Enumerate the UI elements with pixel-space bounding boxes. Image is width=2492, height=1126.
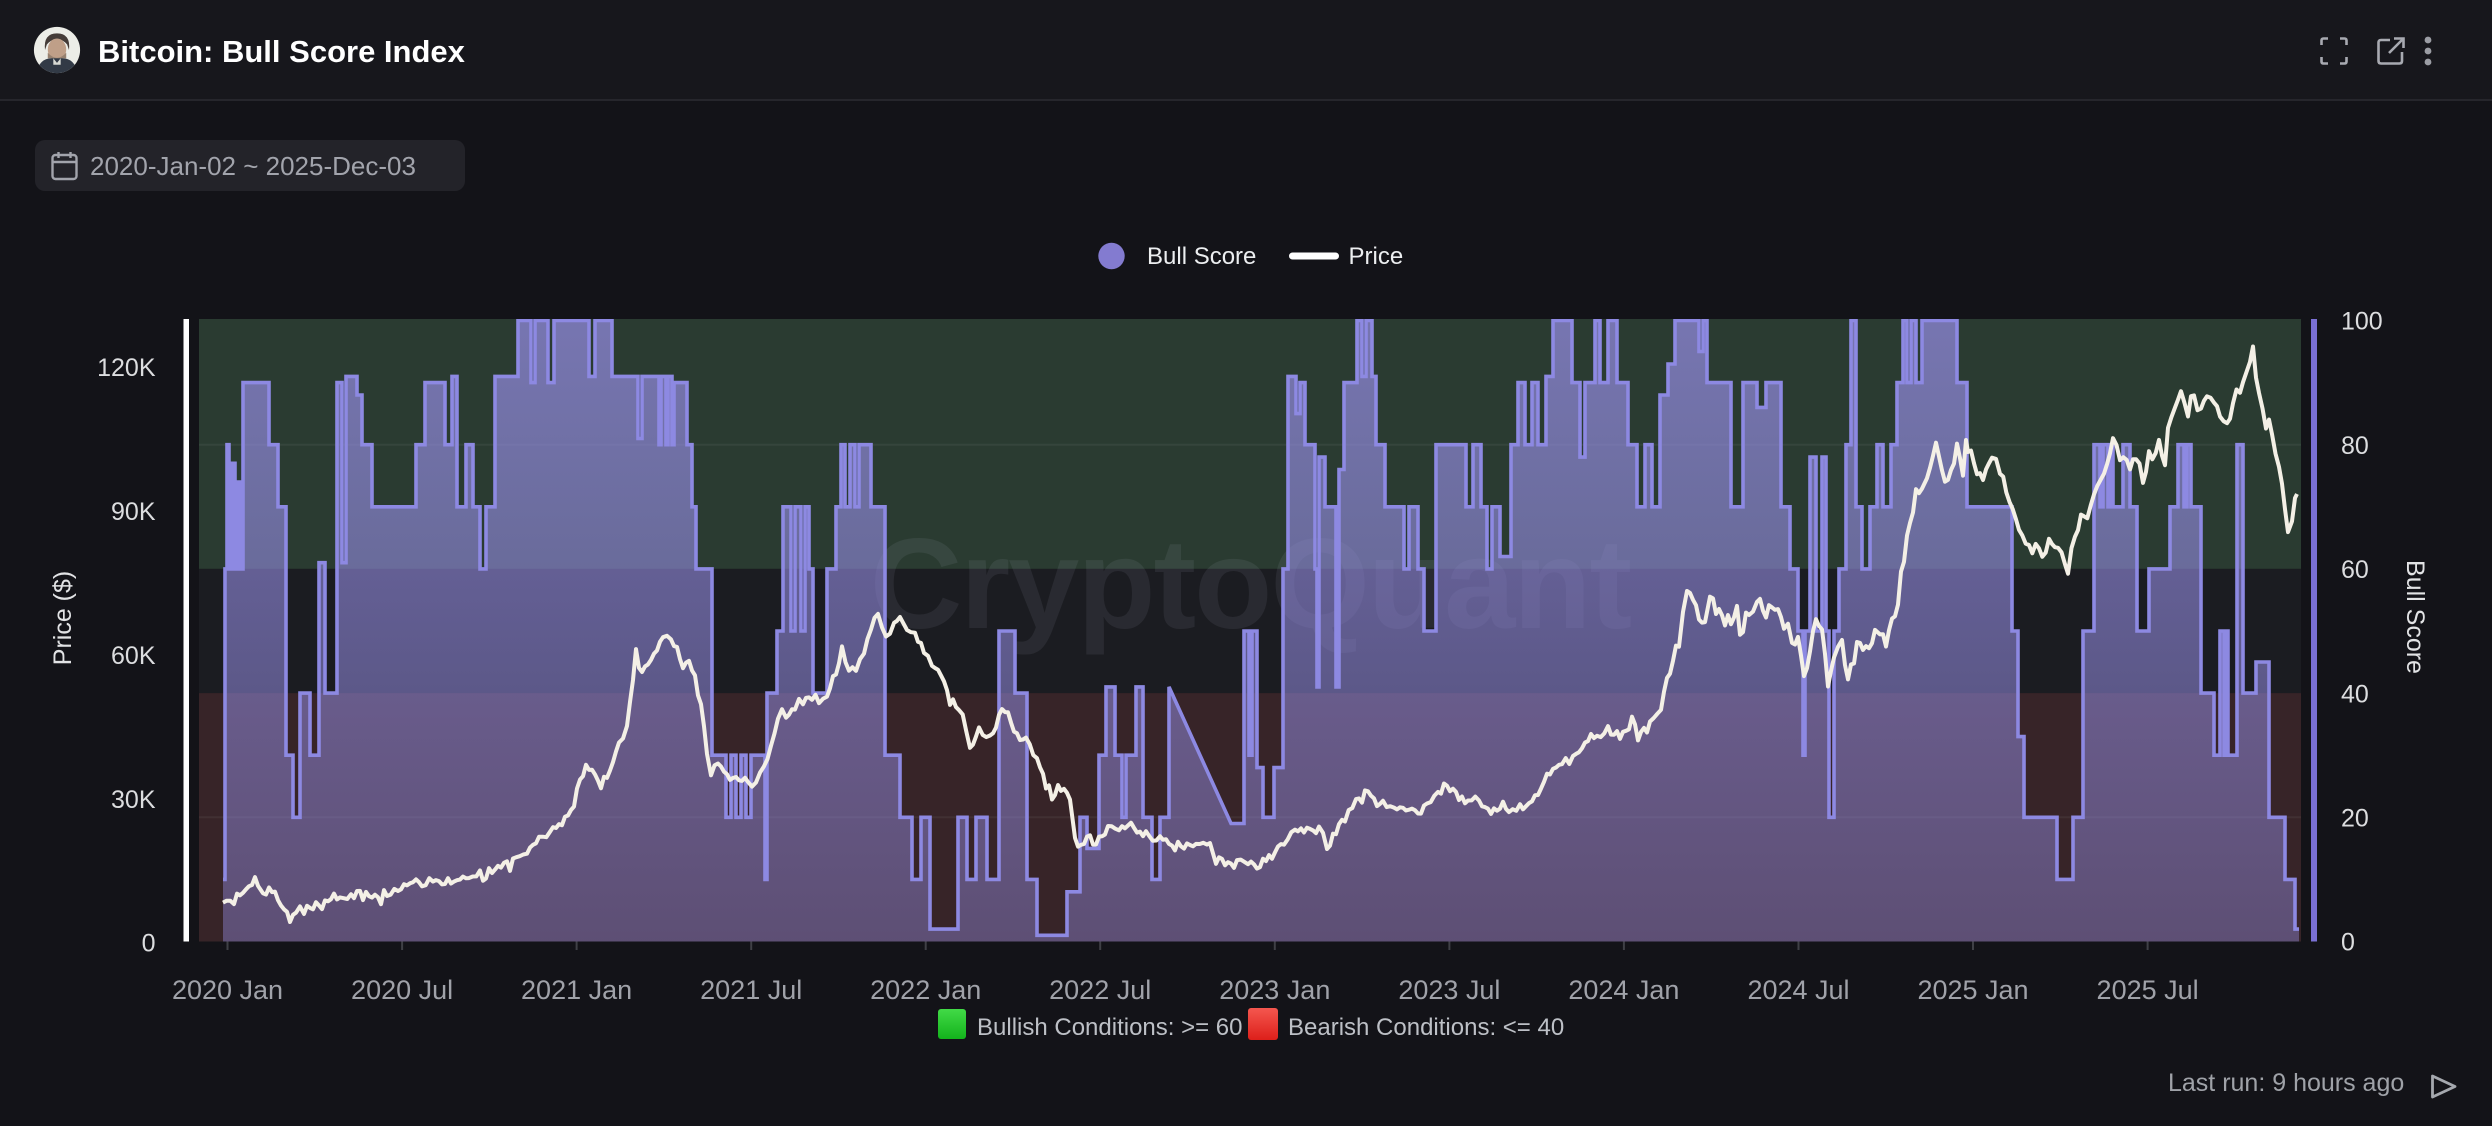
svg-text:2021 Jan: 2021 Jan xyxy=(521,975,632,1005)
svg-text:0: 0 xyxy=(142,930,156,958)
svg-text:2020 Jan: 2020 Jan xyxy=(172,975,283,1005)
svg-text:Bull Score: Bull Score xyxy=(2401,560,2429,674)
svg-text:Bullish Conditions: >= 60: Bullish Conditions: >= 60 xyxy=(977,1014,1243,1041)
svg-text:2022 Jan: 2022 Jan xyxy=(870,975,981,1005)
svg-text:2023 Jan: 2023 Jan xyxy=(1219,975,1330,1005)
svg-text:60K: 60K xyxy=(111,642,156,670)
svg-text:40: 40 xyxy=(2341,680,2369,708)
svg-text:2025 Jul: 2025 Jul xyxy=(2097,975,2199,1005)
svg-text:2021 Jul: 2021 Jul xyxy=(700,975,802,1005)
svg-text:0: 0 xyxy=(2341,929,2355,957)
svg-text:100: 100 xyxy=(2341,308,2383,336)
svg-text:Bearish Conditions: <= 40: Bearish Conditions: <= 40 xyxy=(1288,1014,1564,1041)
svg-text:2022 Jul: 2022 Jul xyxy=(1049,975,1151,1005)
svg-text:30K: 30K xyxy=(111,786,156,814)
svg-text:60: 60 xyxy=(2341,556,2369,584)
svg-text:Price ($): Price ($) xyxy=(49,571,77,665)
svg-text:2024 Jul: 2024 Jul xyxy=(1747,975,1849,1005)
svg-text:120K: 120K xyxy=(97,354,156,382)
svg-text:Price: Price xyxy=(1349,243,1404,270)
svg-text:80: 80 xyxy=(2341,432,2369,460)
svg-text:90K: 90K xyxy=(111,498,156,526)
svg-text:2025 Jan: 2025 Jan xyxy=(1917,975,2028,1005)
svg-text:2024 Jan: 2024 Jan xyxy=(1568,975,1679,1005)
svg-text:2023 Jul: 2023 Jul xyxy=(1398,975,1500,1005)
svg-text:20: 20 xyxy=(2341,805,2369,833)
svg-text:Bull Score: Bull Score xyxy=(1147,243,1256,270)
svg-text:2020 Jul: 2020 Jul xyxy=(351,975,453,1005)
